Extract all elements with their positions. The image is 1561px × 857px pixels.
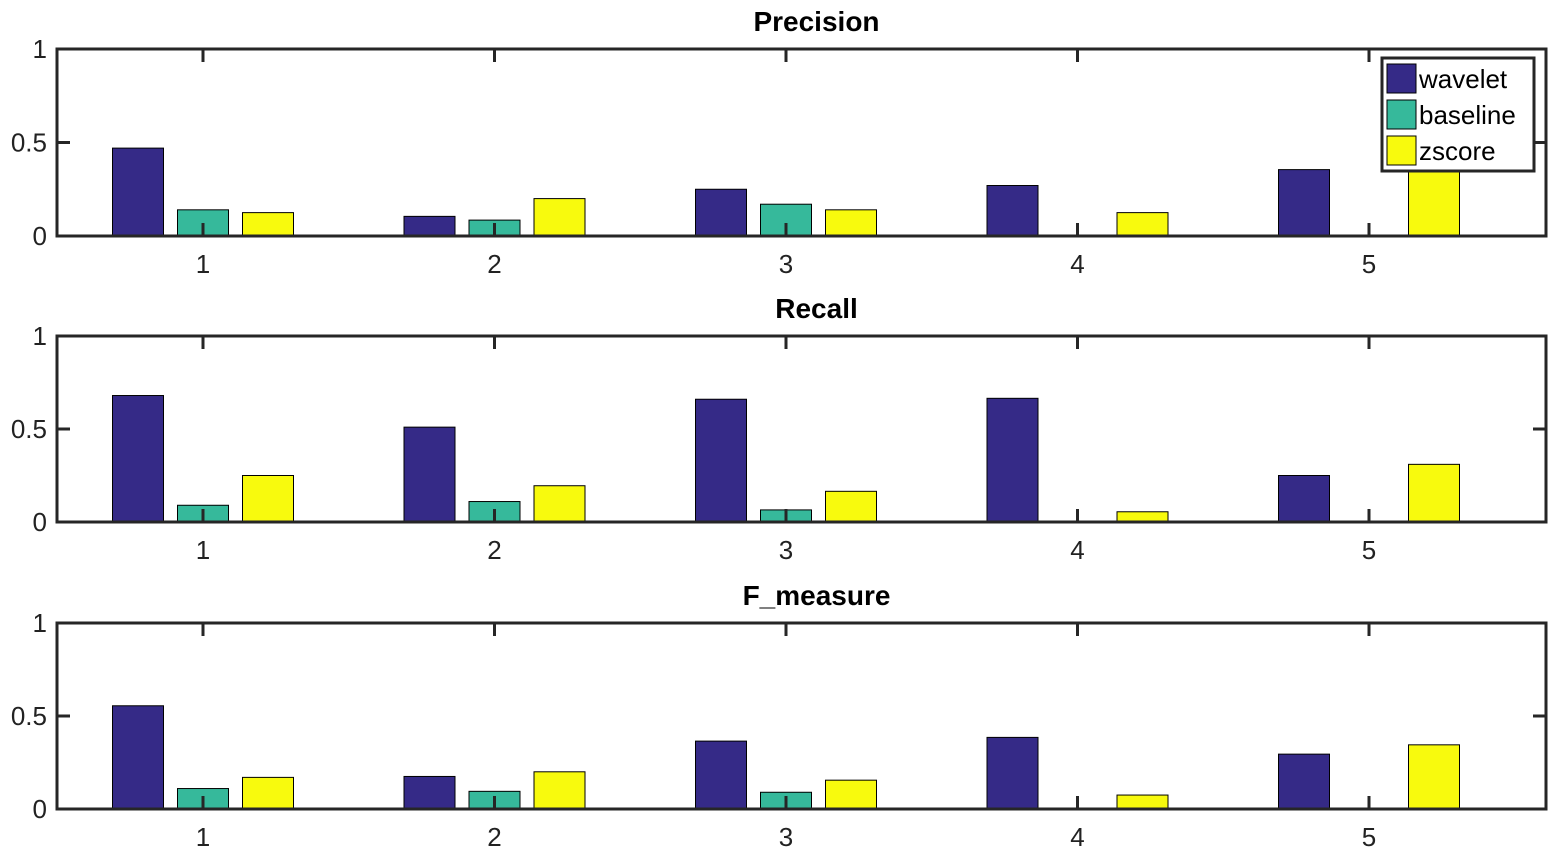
y-tick-label: 1: [33, 34, 47, 64]
x-tick-label: 1: [196, 535, 210, 565]
chart-title: Precision: [753, 6, 879, 37]
y-tick-label: 1: [33, 321, 47, 351]
bar-zscore-5: [1408, 160, 1460, 237]
bar-zscore-3: [825, 490, 877, 523]
bar-zscore-3: [825, 209, 877, 237]
legend-label-zscore: zscore: [1419, 136, 1496, 166]
x-tick-label: 4: [1070, 535, 1084, 565]
bar-wavelet-5: [1278, 475, 1330, 523]
legend-label-baseline: baseline: [1419, 100, 1516, 130]
x-tick-label: 2: [487, 535, 501, 565]
chart-panel-2: Recall 1 2 3 4 5 0 0.5 1: [11, 293, 1548, 565]
y-tick-label: 0: [33, 507, 47, 537]
bar-wavelet-4: [986, 185, 1039, 237]
bar-wavelet-3: [695, 188, 747, 237]
legend: wavelet baseline zscore: [1380, 56, 1536, 173]
x-tick-label: 2: [487, 822, 501, 852]
bar-wavelet-1: [112, 147, 164, 237]
bar-zscore-2: [533, 485, 586, 523]
bar-zscore-2: [533, 198, 586, 237]
y-tick-label: 0: [33, 794, 47, 824]
bar-wavelet-2: [403, 426, 456, 523]
y-tick-label: 0: [33, 221, 47, 251]
y-tick-label: 0.5: [11, 128, 47, 158]
legend-label-wavelet: wavelet: [1418, 64, 1508, 94]
bar-zscore-3: [825, 779, 877, 810]
bar-zscore-4: [1116, 794, 1169, 810]
bar-wavelet-4: [986, 397, 1039, 523]
bar-wavelet-2: [403, 215, 456, 237]
legend-swatch-wavelet: [1386, 63, 1417, 94]
x-tick-label: 1: [196, 249, 210, 279]
bar-wavelet-3: [695, 740, 747, 810]
bar-wavelet-2: [403, 775, 456, 810]
x-tick-label: 5: [1362, 535, 1376, 565]
x-tick-label: 2: [487, 249, 501, 279]
bar-wavelet-1: [112, 705, 164, 810]
chart-title: F_measure: [743, 580, 891, 611]
y-tick-label: 0.5: [11, 701, 47, 731]
bar-wavelet-3: [695, 398, 747, 523]
bar-wavelet-5: [1278, 753, 1330, 810]
bar-zscore-5: [1408, 463, 1460, 523]
x-tick-label: 5: [1362, 249, 1376, 279]
x-tick-label: 4: [1070, 249, 1084, 279]
bar-zscore-2: [533, 771, 586, 810]
bar-zscore-5: [1408, 744, 1460, 810]
y-tick-label: 0.5: [11, 414, 47, 444]
legend-swatch-baseline: [1386, 99, 1417, 130]
bar-zscore-1: [242, 475, 294, 523]
bar-zscore-4: [1116, 212, 1169, 237]
x-tick-label: 3: [779, 249, 793, 279]
bar-wavelet-4: [986, 736, 1039, 810]
bar-zscore-1: [242, 212, 294, 237]
chart-title: Recall: [775, 293, 858, 324]
x-tick-label: 5: [1362, 822, 1376, 852]
y-tick-label: 1: [33, 608, 47, 638]
bar-zscore-1: [242, 776, 294, 810]
x-tick-label: 3: [779, 822, 793, 852]
x-tick-label: 4: [1070, 822, 1084, 852]
bar-zscore-4: [1116, 511, 1169, 523]
chart-panel-1: Precision 1 2 3 4 5 0 0.5 1 wavelet baseline zscore: [11, 6, 1548, 279]
bar-wavelet-5: [1278, 169, 1330, 237]
chart-panel-3: F_measure 1 2 3 4 5 0 0.5 1: [11, 580, 1548, 852]
x-tick-label: 3: [779, 535, 793, 565]
legend-swatch-zscore: [1386, 135, 1417, 166]
x-tick-label: 1: [196, 822, 210, 852]
bar-wavelet-1: [112, 395, 164, 523]
